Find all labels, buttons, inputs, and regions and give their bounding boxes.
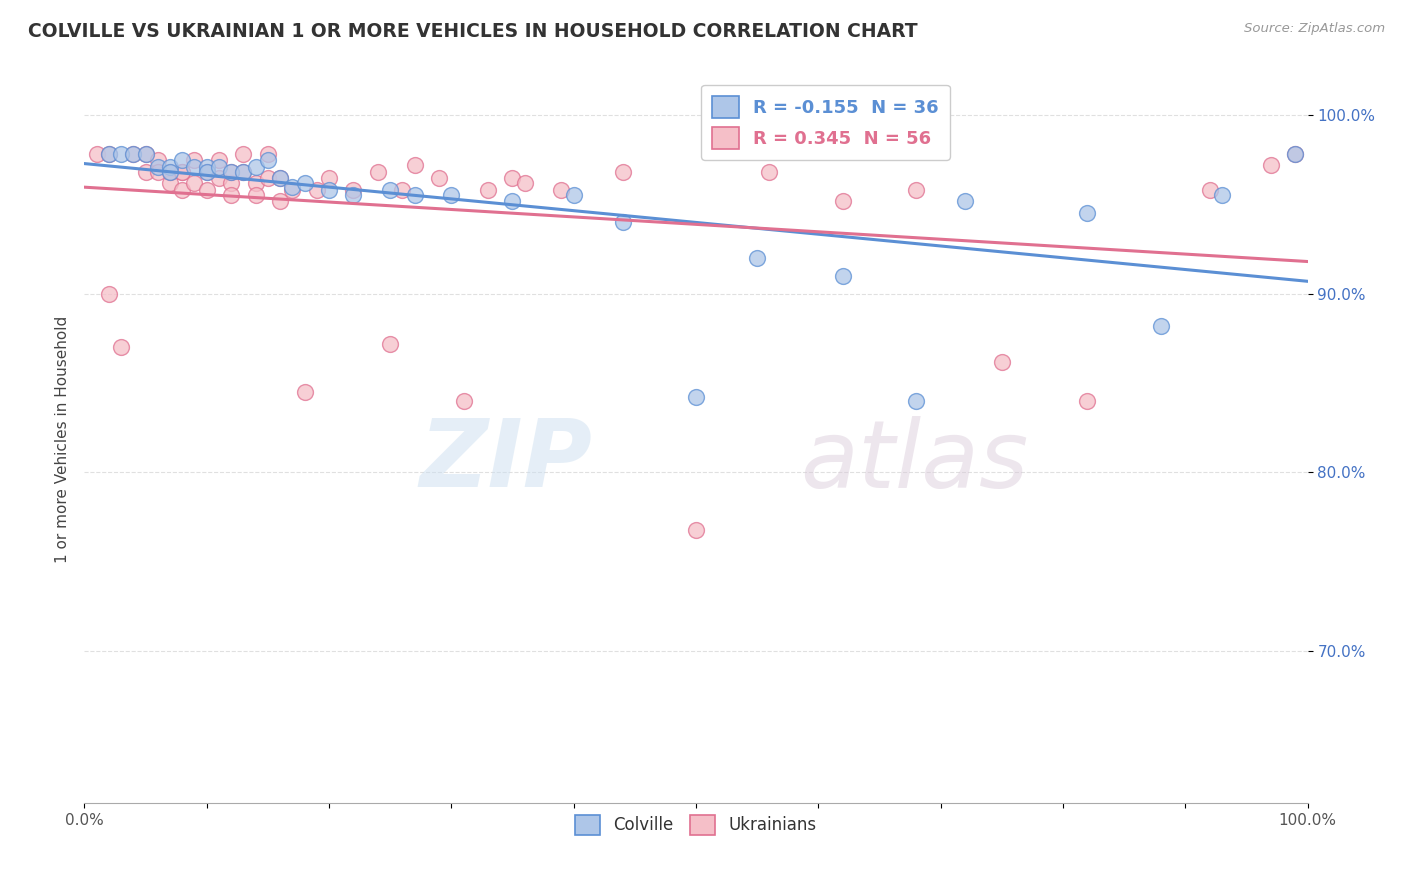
Point: [172, 153, 194, 167]
Point: [562, 188, 585, 202]
Point: [122, 147, 145, 161]
Point: [110, 147, 132, 161]
Point: [269, 194, 291, 208]
Point: [159, 160, 181, 174]
Point: [404, 188, 426, 202]
Point: [685, 390, 707, 404]
Point: [183, 176, 205, 190]
Point: [146, 160, 169, 174]
Point: [208, 160, 231, 174]
Point: [1076, 206, 1098, 220]
Point: [391, 183, 413, 197]
Legend: Colville, Ukrainians: Colville, Ukrainians: [568, 808, 824, 842]
Point: [380, 336, 402, 351]
Point: [281, 183, 304, 197]
Point: [612, 165, 634, 179]
Point: [195, 183, 218, 197]
Point: [122, 147, 145, 161]
Point: [110, 340, 132, 354]
Point: [440, 188, 463, 202]
Point: [502, 170, 524, 185]
Point: [831, 268, 853, 283]
Point: [367, 165, 389, 179]
Text: atlas: atlas: [800, 416, 1028, 507]
Point: [135, 147, 157, 161]
Point: [905, 183, 928, 197]
Point: [86, 147, 108, 161]
Text: Source: ZipAtlas.com: Source: ZipAtlas.com: [1244, 22, 1385, 36]
Point: [97, 147, 120, 161]
Point: [453, 393, 475, 408]
Text: ZIP: ZIP: [419, 415, 592, 508]
Point: [172, 165, 194, 179]
Point: [685, 523, 707, 537]
Point: [758, 165, 780, 179]
Point: [195, 160, 218, 174]
Point: [135, 165, 157, 179]
Point: [305, 183, 328, 197]
Point: [159, 176, 181, 190]
Point: [183, 160, 205, 174]
Point: [219, 188, 242, 202]
Point: [1260, 158, 1282, 172]
Point: [404, 158, 426, 172]
Point: [219, 176, 242, 190]
Point: [1211, 188, 1233, 202]
Point: [294, 176, 316, 190]
Point: [318, 170, 340, 185]
Point: [477, 183, 499, 197]
Point: [1284, 147, 1306, 161]
Point: [245, 188, 267, 202]
Point: [232, 147, 254, 161]
Point: [135, 147, 157, 161]
Point: [245, 176, 267, 190]
Point: [550, 183, 572, 197]
Point: [183, 153, 205, 167]
Point: [97, 286, 120, 301]
Point: [172, 165, 194, 179]
Point: [513, 176, 536, 190]
Point: [97, 147, 120, 161]
Point: [146, 165, 169, 179]
Point: [612, 215, 634, 229]
Point: [1284, 147, 1306, 161]
Point: [342, 188, 364, 202]
Point: [232, 165, 254, 179]
Point: [269, 170, 291, 185]
Point: [269, 170, 291, 185]
Point: [342, 183, 364, 197]
Point: [831, 194, 853, 208]
Point: [195, 165, 218, 179]
Point: [159, 165, 181, 179]
Point: [257, 147, 280, 161]
Point: [208, 170, 231, 185]
Point: [1076, 393, 1098, 408]
Point: [991, 354, 1014, 368]
Point: [502, 194, 524, 208]
Point: [281, 179, 304, 194]
Point: [905, 393, 928, 408]
Point: [208, 153, 231, 167]
Point: [219, 165, 242, 179]
Text: COLVILLE VS UKRAINIAN 1 OR MORE VEHICLES IN HOUSEHOLD CORRELATION CHART: COLVILLE VS UKRAINIAN 1 OR MORE VEHICLES…: [28, 22, 918, 41]
Point: [232, 165, 254, 179]
Point: [219, 165, 242, 179]
Point: [159, 165, 181, 179]
Point: [245, 160, 267, 174]
Point: [294, 384, 316, 399]
Point: [318, 183, 340, 197]
Point: [257, 170, 280, 185]
Point: [427, 170, 450, 185]
Point: [257, 153, 280, 167]
Point: [380, 183, 402, 197]
Point: [953, 194, 976, 208]
Point: [146, 153, 169, 167]
Point: [195, 165, 218, 179]
Point: [1150, 318, 1173, 333]
Y-axis label: 1 or more Vehicles in Household: 1 or more Vehicles in Household: [55, 316, 70, 563]
Point: [172, 183, 194, 197]
Point: [747, 251, 769, 265]
Point: [1198, 183, 1220, 197]
